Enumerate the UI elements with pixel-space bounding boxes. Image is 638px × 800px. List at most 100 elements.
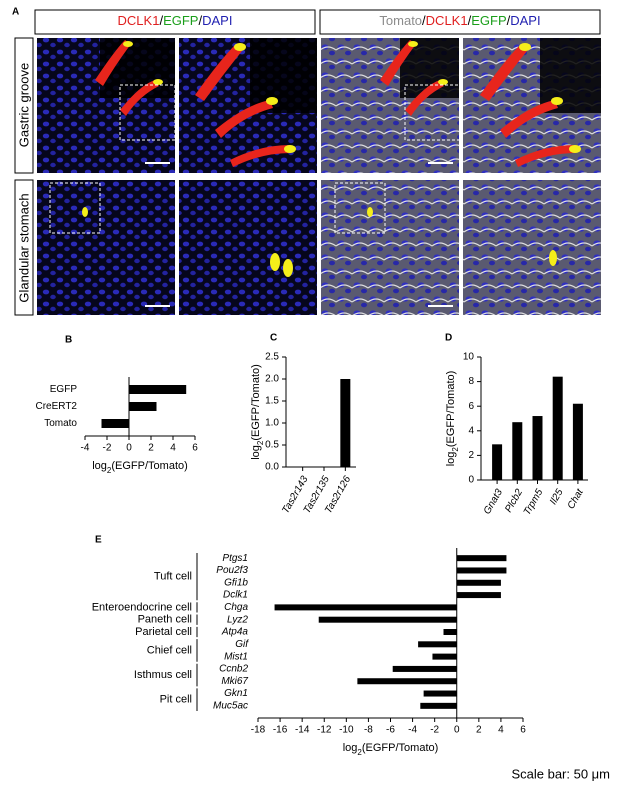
group-label: Isthmus cell [134,669,192,681]
group-label: Chief cell [147,644,192,656]
axis-label-part: 2 [451,447,460,452]
row-label: Gastric groove [16,63,31,148]
y-tick-label: 2 [468,450,474,461]
axis-label-part: log [343,742,358,754]
x-tick-label: Chat [566,486,587,511]
category-label: Ccnb2 [219,664,248,675]
panel-label: D [445,333,452,344]
category-label: Muc5ac [213,700,248,711]
panel-label: E [95,535,102,546]
bar [318,616,457,623]
header-part: EGFP [163,13,198,28]
group-label: Parietal cell [135,626,192,638]
category-label: Lyz2 [227,614,248,625]
group-label: Tuft cell [154,571,192,583]
axis-label: log2(EGFP/Tomato) [92,460,188,475]
x-tick-label: -14 [295,725,310,736]
bar [432,653,457,660]
x-tick-label: 0 [454,725,460,736]
axis-label: log2(EGFP/Tomato) [343,742,439,757]
y-tick-label: 4 [468,425,474,436]
header-part: DCLK1 [426,13,468,28]
row-label-box [14,179,34,316]
y-tick-label: 8 [468,376,474,387]
bar [532,416,543,480]
x-tick-label: -2 [103,443,112,454]
bar [492,444,503,480]
bar [129,402,157,411]
panel-label: A [12,7,19,18]
row-label-box [14,37,34,174]
micrographs [37,38,601,315]
y-tick-label: 2.5 [265,352,279,363]
group-label: Paneth cell [138,614,192,626]
header-part: / [198,13,202,28]
y-tick-label: 0.0 [265,462,279,473]
bar [572,403,583,480]
bar [512,422,523,480]
group-label: Pit cell [160,694,192,706]
axis-label-part: log [92,460,107,472]
x-tick-label: 6 [520,725,526,736]
axis-label-part: 2 [357,748,362,757]
header-part: DAPI [202,13,232,28]
x-tick-label: 2 [148,443,154,454]
category-label: Dclk1 [223,590,248,601]
x-tick-label: Il25 [548,487,566,507]
x-tick-label: -12 [317,725,332,736]
category-label: Ptgs1 [222,553,248,564]
x-tick-label: -16 [273,725,288,736]
x-tick-label: Trpm5 [522,487,546,517]
bar [456,592,501,599]
bar [456,567,507,574]
header-part: / [468,13,472,28]
bar [357,678,457,685]
axis-label-part: log [445,452,457,467]
category-label: Gkn1 [224,688,248,699]
x-tick-label: -4 [81,443,90,454]
bar [456,579,501,586]
header-part: / [422,13,426,28]
category-label: CreERT2 [36,401,78,412]
header: DCLK1/EGFP/DAPI [118,13,233,28]
bar [456,555,507,562]
y-tick-label: 0 [468,475,474,486]
axis-label-part: (EGFP/Tomato) [250,364,262,440]
header-box [319,9,601,35]
header: Tomato/DCLK1/EGFP/DAPI [379,13,540,28]
axis-label: log2(EGFP/Tomato) [250,364,265,460]
category-label: Gfi1b [224,577,248,588]
header-part: DCLK1 [118,13,160,28]
bar [420,702,457,709]
scale-bar-note: Scale bar: 50 μm [511,766,610,781]
bar [552,376,563,480]
category-label: Chga [224,602,248,613]
axis-label-part: 2 [256,440,265,445]
axis-label-part: 2 [107,466,112,475]
x-tick-label: -6 [386,725,395,736]
group-label: Enteroendocrine cell [92,601,192,613]
panel-label: B [65,335,72,346]
axis-label-part: (EGFP/Tomato) [111,460,187,472]
x-tick-label: -18 [251,725,266,736]
y-tick-label: 0.5 [265,440,279,451]
y-tick-label: 2.0 [265,374,279,385]
x-tick-label: 0 [126,443,132,454]
header-box [34,9,316,35]
bar [418,641,457,648]
x-tick-label: -2 [430,725,439,736]
header-part: DAPI [510,13,540,28]
header-part: / [159,13,163,28]
x-tick-label: 2 [476,725,482,736]
x-tick-label: -10 [339,725,354,736]
bar [423,690,457,697]
x-tick-label: -4 [408,725,417,736]
x-tick-label: 4 [170,443,176,454]
axis-label-part: (EGFP/Tomato) [445,371,457,447]
category-label: Tomato [44,418,77,429]
panel-label: C [270,333,277,344]
bar [392,665,457,672]
category-label: Pou2f3 [216,565,248,576]
y-tick-label: 1.0 [265,418,279,429]
